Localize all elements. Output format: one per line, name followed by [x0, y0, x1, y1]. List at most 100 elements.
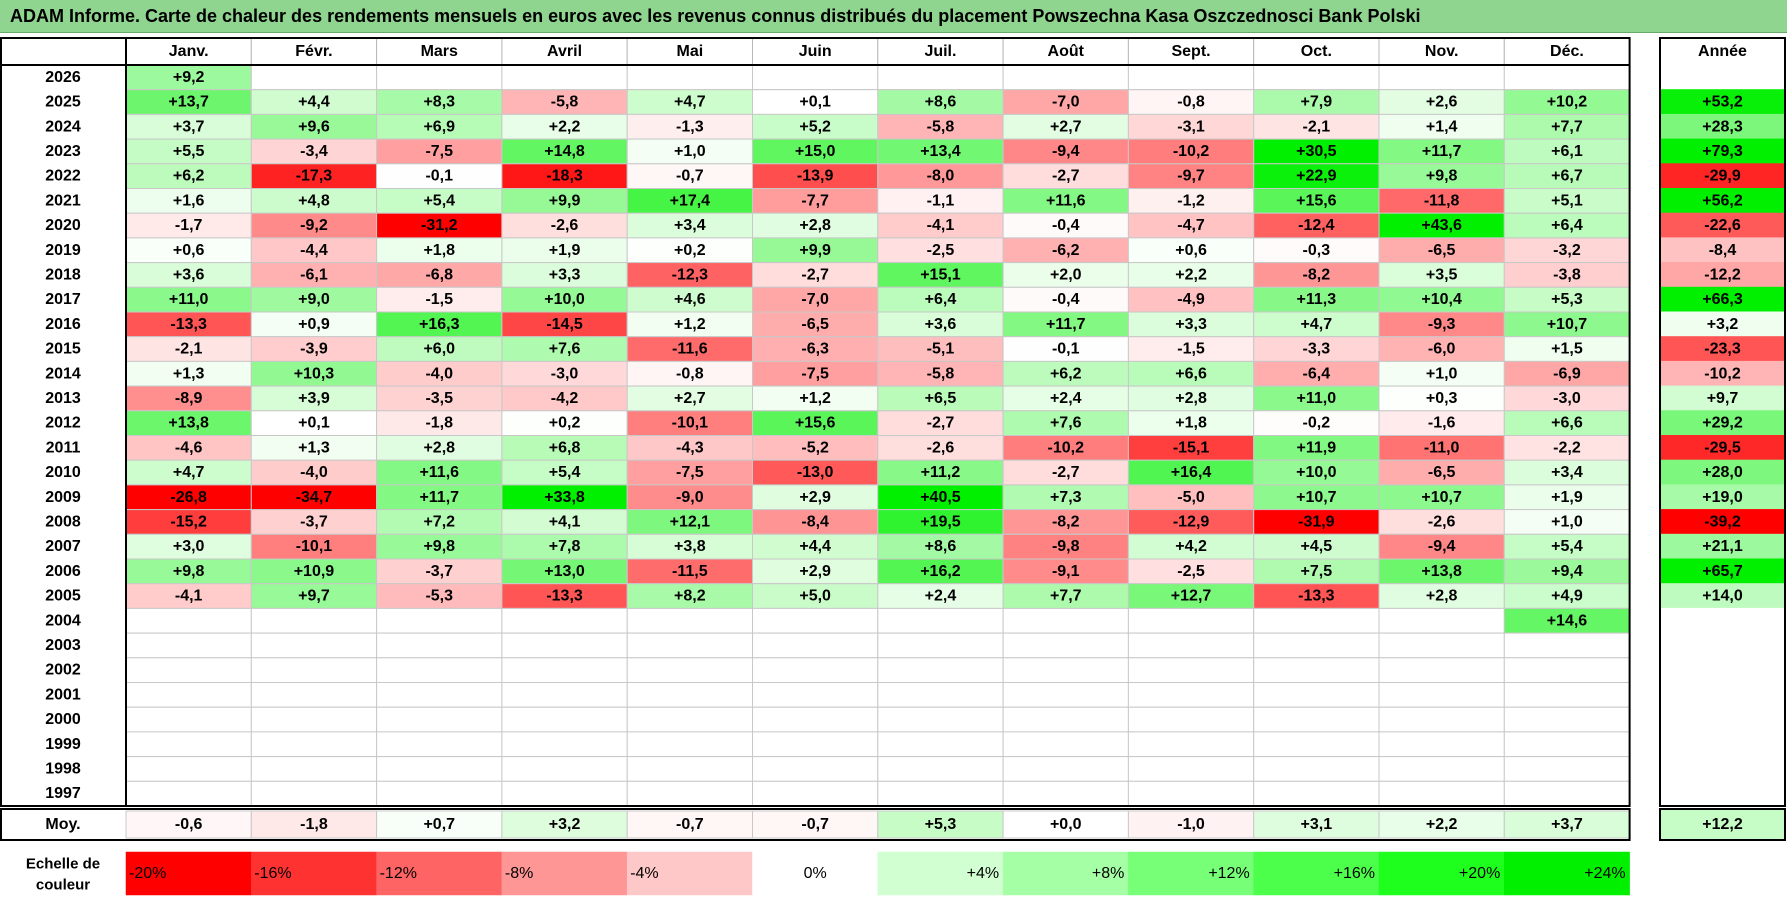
- average-cell: [250, 810, 378, 839]
- heatmap-cell: [626, 138, 754, 165]
- cell-value-label: +7,5: [1301, 563, 1333, 580]
- cell-value-label: +4,2: [1175, 538, 1207, 555]
- cell-value-label: -2,6: [927, 439, 955, 456]
- cell-value-label: -1,3: [676, 118, 704, 135]
- month-header-label: Avril: [547, 43, 582, 60]
- cell-value-label: +11,0: [169, 291, 209, 308]
- heatmap-cell: [1127, 138, 1255, 165]
- cell-value-label: +10,2: [1547, 94, 1588, 111]
- cell-value-label: -2,6: [1428, 513, 1456, 530]
- heatmap-cell: [1002, 138, 1129, 165]
- heatmap-cell: [250, 262, 378, 288]
- heatmap-cell: [376, 484, 503, 511]
- cell-value-label: -3,3: [1303, 341, 1331, 358]
- annual-cell: [1659, 632, 1786, 659]
- cell-value-label: -3,0: [1553, 390, 1581, 407]
- heatmap-cell: [1378, 731, 1505, 758]
- cell-value-label: -2,5: [927, 242, 955, 259]
- cell-value-label: +3,7: [173, 118, 205, 135]
- year-label: 2003: [45, 637, 81, 654]
- heatmap-cell: [752, 410, 879, 436]
- average-border: [0, 808, 1631, 841]
- heatmap-cell: [125, 311, 252, 338]
- cell-value-label: +3,8: [674, 538, 706, 555]
- cell-value-label: +13,8: [1421, 563, 1462, 580]
- heatmap-cell: [1002, 682, 1129, 708]
- cell-value-label: -0,4: [1052, 217, 1080, 234]
- heatmap-cell: [501, 484, 628, 511]
- heatmap-cell: [1002, 212, 1129, 239]
- cell-value-label: -8,9: [175, 390, 203, 407]
- month-header-label: Août: [1048, 43, 1085, 60]
- cell-value-label: -31,2: [421, 217, 458, 234]
- heatmap-cell: [501, 558, 628, 585]
- cell-value-label: +4,8: [298, 192, 330, 209]
- heatmap-cell: [1378, 583, 1505, 609]
- heatmap-cell: [752, 756, 879, 782]
- heatmap-cell: [501, 237, 628, 264]
- heatmap-cell: [125, 583, 252, 609]
- cell-value-label: +3,0: [173, 538, 205, 555]
- heatmap-cell: [1253, 657, 1380, 683]
- cell-value-label: -4,1: [175, 588, 203, 605]
- year-label: 2020: [45, 217, 81, 234]
- cell-value-label: -8,4: [801, 513, 829, 530]
- cell-value-label: +0,6: [173, 242, 205, 259]
- heatmap-cell: [1127, 533, 1255, 560]
- cell-value-label: -6,3: [801, 341, 829, 358]
- heatmap-cell: [1002, 286, 1129, 313]
- cell-value-label: +6,5: [925, 390, 957, 407]
- heatmap-cell: [250, 731, 378, 758]
- cell-value-label: +15,0: [795, 143, 836, 160]
- heatmap-cell: [250, 558, 378, 585]
- cell-value-label: -5,0: [1177, 489, 1205, 506]
- cell-value-label: +7,7: [1050, 588, 1082, 605]
- cell-value-label: +0,2: [674, 242, 706, 259]
- heatmap-cell: [877, 311, 1004, 338]
- cell-value-label: -4,0: [300, 464, 328, 481]
- annual-value-label: +56,2: [1702, 192, 1743, 209]
- average-value-label: -1,0: [1177, 816, 1205, 833]
- cell-value-label: -9,0: [676, 489, 704, 506]
- cell-value-label: +0,1: [298, 415, 330, 432]
- heatmap-cell: [250, 212, 378, 239]
- cell-value-label: +6,6: [1551, 415, 1583, 432]
- heatmap-cell: [501, 410, 628, 436]
- cell-value-label: +2,9: [799, 563, 831, 580]
- heatmap-cell: [125, 459, 252, 486]
- annual-value-label: +3,2: [1707, 316, 1739, 333]
- cell-value-label: +8,6: [925, 94, 957, 111]
- heatmap-cell: [1503, 780, 1631, 807]
- heatmap-cell: [250, 459, 378, 486]
- scale-swatch: [877, 851, 1004, 896]
- heatmap-cell: [125, 286, 252, 313]
- heatmap-cell: [1253, 262, 1380, 288]
- heatmap-cell: [877, 459, 1004, 486]
- cell-value-label: +4,7: [173, 464, 205, 481]
- heatmap-cell: [501, 533, 628, 560]
- annual-value-label: +28,0: [1702, 464, 1743, 481]
- heatmap-cell: [1253, 113, 1380, 140]
- annual-value-label: +21,1: [1702, 538, 1743, 555]
- cell-value-label: +13,0: [544, 563, 585, 580]
- heatmap-cell: [877, 138, 1004, 165]
- heatmap-cell: [1002, 780, 1129, 807]
- cell-value-label: -8,0: [927, 168, 955, 185]
- heatmap-cell: [1378, 385, 1505, 412]
- cell-value-label: +11,2: [921, 464, 961, 481]
- annual-value-label: +66,3: [1702, 291, 1743, 308]
- heatmap-cell: [626, 657, 754, 683]
- heatmap-cell: [626, 756, 754, 782]
- cell-value-label: -2,7: [801, 266, 829, 283]
- heatmap-cell: [877, 682, 1004, 708]
- heatmap-cell: [376, 262, 503, 288]
- heatmap-cell: [376, 780, 503, 807]
- annual-cell: [1659, 682, 1786, 708]
- cell-value-label: -1,8: [425, 415, 453, 432]
- heatmap-cell: [626, 558, 754, 585]
- average-value-label: -0,7: [676, 816, 704, 833]
- heatmap-cell: [1127, 113, 1255, 140]
- cell-value-label: +4,7: [1301, 316, 1333, 333]
- cell-value-label: -15,2: [170, 513, 207, 530]
- heatmap-cell: [1253, 188, 1380, 214]
